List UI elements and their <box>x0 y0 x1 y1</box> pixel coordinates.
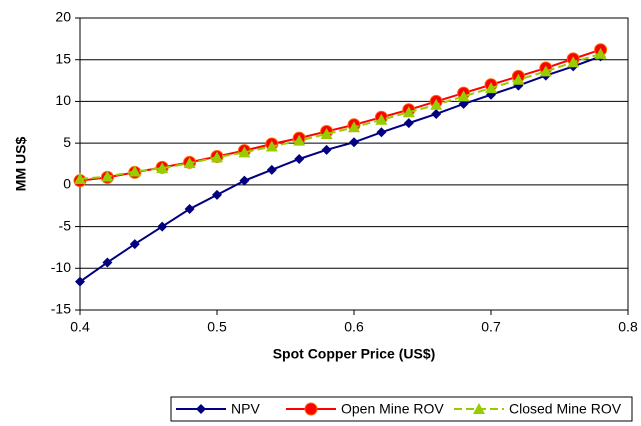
y-tick-label: -10 <box>51 259 71 275</box>
legend-marker <box>304 402 318 416</box>
marker <box>102 257 113 268</box>
marker <box>539 65 552 77</box>
marker <box>403 118 414 129</box>
y-tick-label: 5 <box>63 134 71 150</box>
x-tick-label: 0.7 <box>481 319 501 335</box>
legend-label: Closed Mine ROV <box>509 401 622 417</box>
legend-marker <box>473 403 485 414</box>
marker <box>266 164 277 175</box>
marker <box>74 173 86 185</box>
marker <box>101 170 114 182</box>
y-tick-label: 20 <box>55 9 71 25</box>
marker <box>430 98 443 110</box>
x-axis-label: Spot Copper Price (US$) <box>273 346 436 362</box>
y-tick-label: -5 <box>59 217 72 233</box>
legend-box <box>170 396 633 422</box>
marker <box>293 134 306 146</box>
marker <box>375 113 388 125</box>
marker <box>157 221 168 232</box>
marker <box>156 162 169 174</box>
marker <box>183 157 196 169</box>
marker <box>457 90 470 102</box>
y-axis-label: MM US$ <box>13 137 29 192</box>
marker <box>75 276 85 287</box>
marker <box>349 137 359 148</box>
marker <box>376 127 387 138</box>
x-tick-label: 0.4 <box>70 319 90 335</box>
y-tick-label: 0 <box>63 176 71 192</box>
marker <box>211 151 223 163</box>
x-tick-label: 0.5 <box>207 319 227 335</box>
marker <box>129 239 140 250</box>
marker <box>212 189 222 200</box>
x-tick-label: 0.8 <box>618 319 638 335</box>
x-tick-label: 0.6 <box>344 319 364 335</box>
y-tick-label: -15 <box>51 301 71 317</box>
marker <box>184 204 195 215</box>
legend-label: Open Mine ROV <box>341 401 444 417</box>
marker <box>431 108 442 119</box>
legend-label: NPV <box>231 401 260 417</box>
series-line <box>79 52 601 181</box>
legend: NPV Open Mine ROV Closed Mine ROV <box>170 396 633 422</box>
marker <box>128 165 141 177</box>
y-tick-label: 10 <box>55 92 71 108</box>
legend-marker <box>196 404 206 414</box>
marker <box>321 144 332 155</box>
marker <box>320 127 333 139</box>
marker <box>402 106 415 118</box>
plot-frame <box>79 17 629 311</box>
marker <box>238 146 251 158</box>
series-line <box>79 48 601 182</box>
series-line <box>79 55 601 283</box>
marker <box>567 56 580 68</box>
marker <box>458 98 469 109</box>
marker <box>294 153 305 164</box>
marker <box>348 121 360 133</box>
marker <box>512 73 525 85</box>
marker <box>485 82 497 94</box>
marker <box>594 47 607 59</box>
y-tick-label: 15 <box>55 50 71 66</box>
marker <box>265 140 278 152</box>
marker <box>239 175 250 186</box>
